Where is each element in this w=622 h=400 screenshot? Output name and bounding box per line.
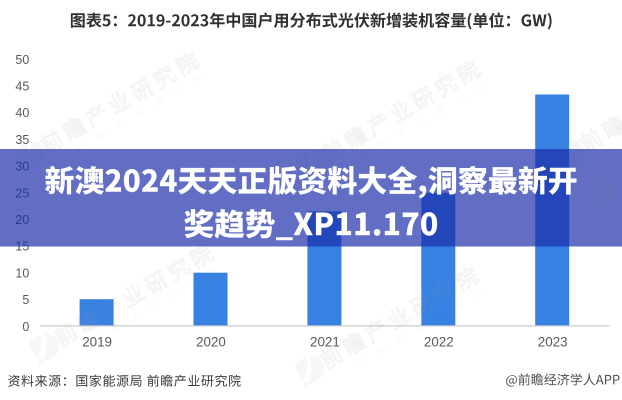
- svg-text:2020: 2020: [196, 334, 226, 349]
- svg-text:40: 40: [15, 106, 29, 120]
- svg-text:10: 10: [15, 266, 29, 280]
- svg-text:5: 5: [22, 293, 29, 307]
- svg-text:2021: 2021: [310, 334, 340, 349]
- svg-text:2023: 2023: [538, 334, 568, 349]
- svg-text:45: 45: [15, 80, 29, 94]
- svg-text:2022: 2022: [424, 334, 454, 349]
- svg-text:0: 0: [22, 320, 29, 334]
- svg-text:50: 50: [15, 53, 29, 67]
